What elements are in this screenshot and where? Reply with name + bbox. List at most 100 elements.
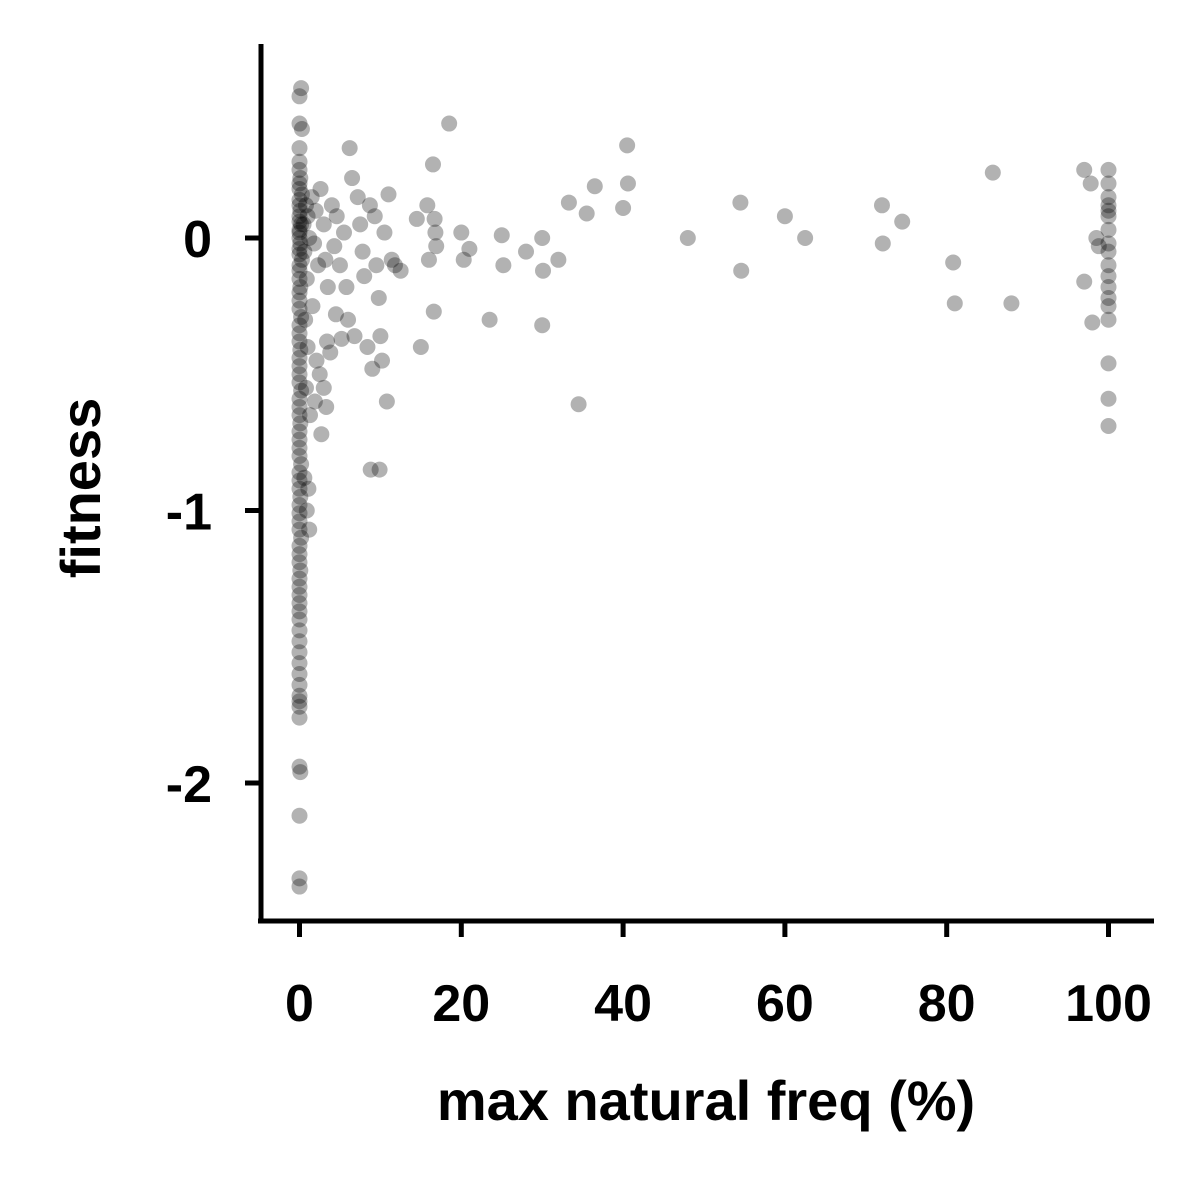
data-point xyxy=(291,161,308,178)
data-point xyxy=(315,216,332,233)
data-point xyxy=(346,328,363,345)
data-point xyxy=(493,227,510,244)
data-point xyxy=(291,537,308,554)
data-point xyxy=(424,156,441,173)
data-point xyxy=(291,578,308,595)
data-point xyxy=(291,230,308,246)
data-point xyxy=(291,870,308,887)
data-point xyxy=(300,480,317,497)
points-layer xyxy=(291,80,1117,895)
data-point xyxy=(291,221,308,238)
data-point xyxy=(333,330,350,347)
data-point xyxy=(366,208,383,225)
data-point xyxy=(383,251,400,268)
data-point xyxy=(293,529,310,546)
data-point xyxy=(304,298,321,315)
data-point xyxy=(291,622,308,639)
x-tick-label: 60 xyxy=(756,975,814,1033)
data-point xyxy=(291,358,308,375)
data-point xyxy=(291,208,308,225)
data-point xyxy=(371,461,388,478)
data-point xyxy=(1100,243,1117,260)
x-tick-label: 0 xyxy=(285,975,314,1033)
data-point xyxy=(291,472,308,489)
data-point xyxy=(292,488,309,505)
data-point xyxy=(984,164,1001,181)
data-point xyxy=(370,289,387,306)
data-point xyxy=(291,423,308,440)
data-point xyxy=(293,216,310,233)
data-point xyxy=(311,366,328,383)
data-point xyxy=(1100,221,1117,238)
data-point xyxy=(1084,314,1101,331)
data-point xyxy=(291,175,308,192)
x-tick-label: 20 xyxy=(432,975,490,1033)
data-point xyxy=(291,603,308,620)
data-point xyxy=(291,240,308,257)
data-point xyxy=(296,243,313,260)
data-point xyxy=(340,311,357,328)
data-point xyxy=(291,197,308,214)
x-tick-label: 80 xyxy=(918,975,976,1033)
data-point xyxy=(481,311,498,328)
data-point xyxy=(291,366,308,383)
data-point xyxy=(291,595,308,612)
data-point xyxy=(318,398,335,415)
data-point xyxy=(291,224,308,241)
data-point xyxy=(293,309,310,326)
data-point xyxy=(338,279,355,296)
data-point xyxy=(291,140,308,157)
data-point xyxy=(1090,238,1107,255)
data-point xyxy=(364,360,381,377)
data-point xyxy=(331,257,348,274)
data-point xyxy=(293,456,310,473)
data-point xyxy=(946,295,963,312)
data-point xyxy=(293,121,310,137)
data-point xyxy=(291,687,308,704)
data-point xyxy=(291,570,308,587)
data-point xyxy=(291,407,308,424)
data-point xyxy=(349,189,366,206)
data-point xyxy=(291,758,308,775)
data-point xyxy=(874,235,891,252)
x-axis-title: max natural freq (%) xyxy=(437,1069,975,1132)
data-point xyxy=(534,317,551,334)
data-point xyxy=(293,186,310,203)
data-point xyxy=(297,311,314,328)
data-point xyxy=(534,230,551,246)
data-point xyxy=(419,197,436,214)
x-ticks: 0 20 40 60 80 100 xyxy=(285,921,1152,1033)
data-point xyxy=(362,461,379,478)
data-point xyxy=(298,502,315,519)
data-point xyxy=(291,644,308,661)
data-point xyxy=(408,210,425,227)
data-point xyxy=(297,379,314,396)
data-point xyxy=(293,251,310,268)
data-point xyxy=(619,175,636,192)
data-point xyxy=(1076,161,1093,178)
data-point xyxy=(315,379,332,396)
data-point xyxy=(1100,268,1117,285)
data-point xyxy=(1100,289,1117,306)
data-point xyxy=(873,197,890,214)
data-point xyxy=(1100,175,1117,192)
data-point xyxy=(560,194,577,211)
data-point xyxy=(291,807,308,824)
data-point xyxy=(352,216,369,233)
data-point xyxy=(301,230,318,246)
data-point xyxy=(291,693,308,710)
data-point xyxy=(298,270,315,287)
data-point xyxy=(1100,235,1117,252)
data-point xyxy=(295,216,312,233)
data-point xyxy=(291,480,308,497)
data-point xyxy=(291,431,308,448)
data-point xyxy=(1076,273,1093,290)
data-point xyxy=(302,407,319,424)
data-point xyxy=(1100,298,1117,315)
data-point xyxy=(291,257,308,274)
data-point xyxy=(354,243,371,260)
data-point xyxy=(518,243,535,260)
data-point xyxy=(344,170,361,187)
data-point xyxy=(291,611,308,628)
data-point xyxy=(361,197,378,214)
